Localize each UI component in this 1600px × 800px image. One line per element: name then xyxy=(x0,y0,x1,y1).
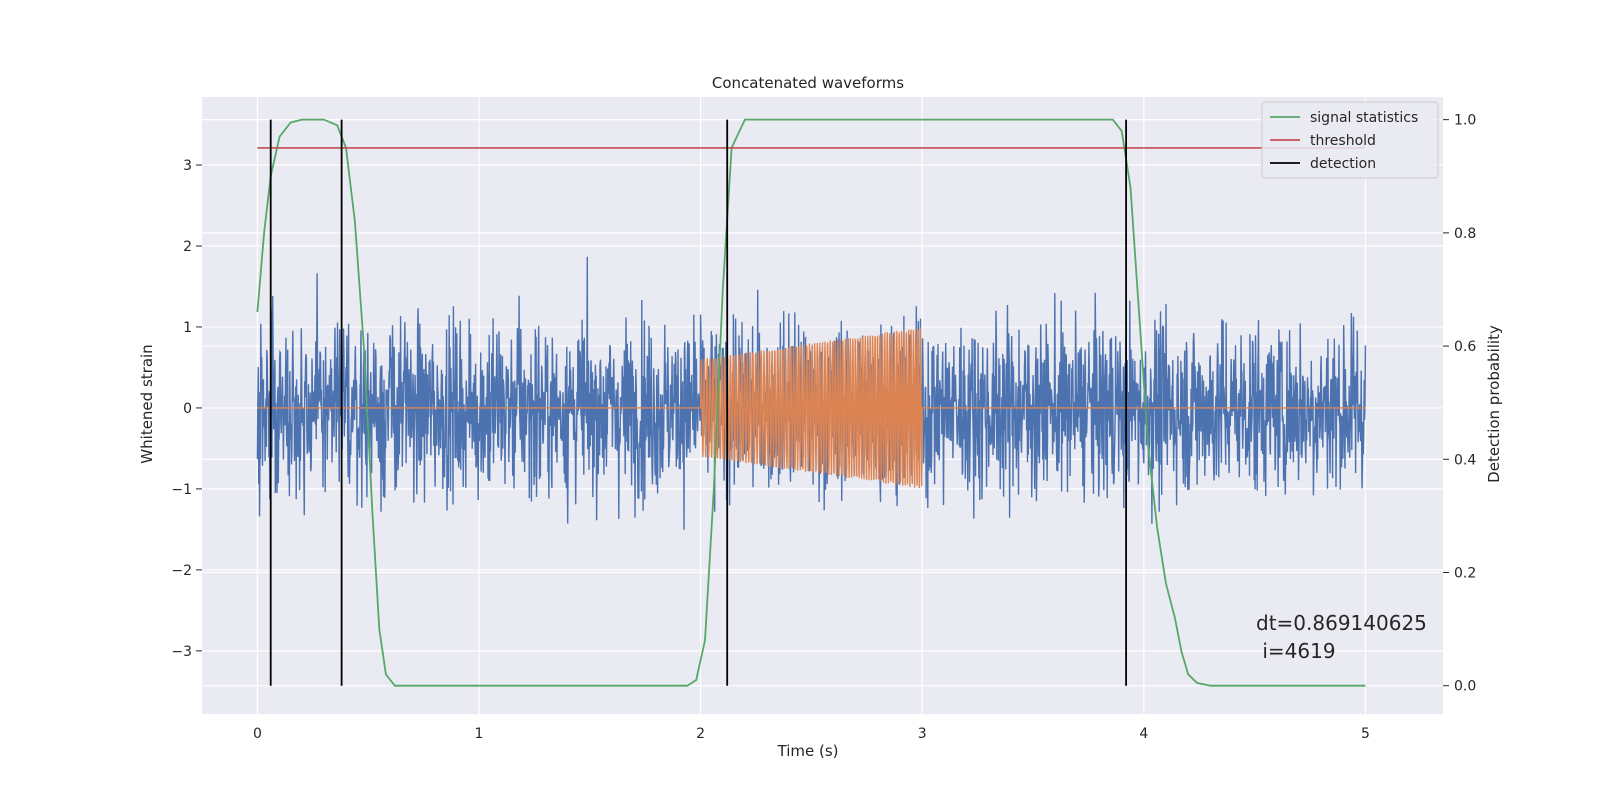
y-right-tick-label: 0.6 xyxy=(1454,339,1476,355)
chirp-series xyxy=(257,327,1366,489)
y-left-tick-label: −3 xyxy=(171,644,192,660)
x-tick-label: 0 xyxy=(253,726,262,742)
chart-title: Concatenated waveforms xyxy=(712,74,904,92)
legend-box xyxy=(1261,101,1439,179)
y-axis-label-right: Detection probability xyxy=(1485,325,1503,483)
y-right-tick-label: 0.0 xyxy=(1454,679,1476,695)
y-right-tick-label: 0.8 xyxy=(1454,226,1476,242)
x-tick-label: 4 xyxy=(1139,726,1148,742)
detection-series xyxy=(269,119,1128,686)
legend-label: detection xyxy=(1310,156,1376,172)
y-left-tick-label: −1 xyxy=(171,482,192,498)
x-axis-label: Time (s) xyxy=(777,742,839,760)
y-right-tick-label: 1.0 xyxy=(1454,113,1476,129)
signal-statistics-line xyxy=(256,118,1366,687)
x-tick-label: 2 xyxy=(696,726,705,742)
legend-label: threshold xyxy=(1310,133,1376,149)
y-left-tick-label: 0 xyxy=(183,401,192,417)
legend: signal statistics threshold detection xyxy=(1261,101,1439,179)
x-tick-label: 5 xyxy=(1361,726,1370,742)
probability-series xyxy=(256,118,1366,687)
y-right-tick-label: 0.4 xyxy=(1454,452,1476,468)
legend-label: signal statistics xyxy=(1310,110,1418,126)
annotation-dt: dt=0.869140625 xyxy=(1256,611,1427,635)
y-left-tick-label: 1 xyxy=(183,320,192,336)
x-tick-label: 3 xyxy=(918,726,927,742)
y-axis-label-left: Whitened strain xyxy=(138,344,156,463)
chirp-line xyxy=(257,327,1366,489)
y-left-tick-label: 2 xyxy=(183,239,192,255)
x-tick-label: 1 xyxy=(475,726,484,742)
y-left-tick-label: −2 xyxy=(171,563,192,579)
y-left-tick-label: 3 xyxy=(183,158,192,174)
y-right-tick-label: 0.2 xyxy=(1454,565,1476,581)
ticks: 0 1 2 3 4 5 −3 −2 −1 0 1 2 3 0.0 0.2 0.4 0.6 0.8 1.0 xyxy=(171,113,1476,742)
annotation-i: i=4619 xyxy=(1256,639,1336,663)
